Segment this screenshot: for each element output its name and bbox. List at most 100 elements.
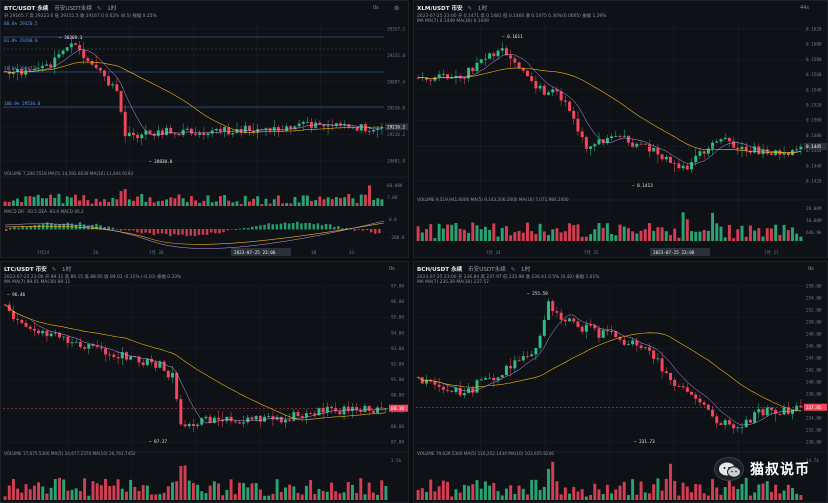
candle-body — [622, 135, 626, 137]
btc-symbol[interactable]: BTC/USDT 永续 — [4, 6, 49, 12]
volume-bar — [437, 486, 441, 500]
macd-histogram-bar — [13, 226, 16, 230]
volume-bar — [698, 231, 702, 241]
btc-interval[interactable]: 1时 — [107, 6, 117, 12]
macd-histogram-bar — [189, 229, 192, 236]
volume-bar — [757, 484, 761, 500]
macd-histogram-bar — [115, 228, 119, 230]
candle-body — [194, 133, 198, 135]
volume-bar — [601, 227, 605, 241]
volume-bar — [347, 194, 351, 206]
candle-body — [795, 405, 799, 410]
volume-bar — [429, 479, 433, 500]
candle-body — [98, 68, 102, 71]
volume-bar — [127, 199, 131, 206]
candle-body — [127, 132, 131, 137]
volume-bar — [338, 493, 342, 500]
volume-bar — [534, 234, 538, 241]
btc-chart-canvas[interactable]: 29357.1 29232.0 29897.4 29536.0 29216.2 28681… — [1, 1, 409, 258]
macd-histogram-bar — [197, 229, 201, 235]
candle-body — [521, 68, 525, 71]
volume-bar — [765, 228, 769, 241]
candle-body — [300, 416, 304, 418]
candle-body — [326, 125, 330, 127]
candle-body — [214, 128, 218, 131]
volume-bar — [372, 199, 376, 206]
btc-settings-icon[interactable]: ⚙ — [394, 5, 400, 12]
macd-histogram-bar — [177, 229, 180, 236]
candle-body — [227, 126, 231, 135]
candle-body — [74, 43, 77, 46]
volume-bar — [483, 481, 487, 500]
volume-axis-label: 7.8K — [387, 195, 398, 201]
volume-bar — [187, 480, 191, 500]
macd-histogram-bar — [123, 229, 127, 230]
price-axis-label: 29216.2 — [387, 132, 406, 138]
price-axis-label: 87.00 — [391, 440, 404, 446]
volume-bar — [380, 199, 384, 206]
macd-histogram-bar — [263, 224, 266, 230]
xlm-chart-canvas[interactable]: 0.1620 0.1600 0.1580 0.1560 0.1540 0.1520 0.15… — [414, 1, 828, 258]
candle-body — [20, 319, 24, 323]
macd-histogram-bar — [238, 228, 242, 230]
candle-body — [309, 413, 313, 414]
candle-body — [664, 371, 668, 374]
bch-symbol[interactable]: BCH/USDT 永续 — [417, 267, 463, 273]
candle-body — [94, 64, 98, 69]
volume-bar — [162, 492, 166, 500]
volume-bar — [744, 477, 748, 500]
volume-bar — [509, 235, 513, 241]
volume-bar — [769, 228, 773, 241]
candle-body — [45, 64, 48, 66]
candle-body — [681, 386, 685, 388]
volume-bar — [584, 236, 588, 241]
volume-bar — [635, 494, 639, 500]
volume-bar — [40, 198, 44, 206]
volume-bar — [635, 233, 639, 241]
candle-body — [20, 69, 24, 75]
candle-body — [719, 423, 723, 426]
volume-bar — [551, 229, 555, 241]
ltc-interval[interactable]: 1时 — [62, 267, 72, 273]
bch-chart-panel[interactable]: 258.00 254.00 252.00 250.00 248.00 246.00 244.… — [413, 261, 828, 503]
volume-bar — [66, 490, 70, 500]
volume-bar — [425, 492, 428, 500]
volume-bar — [521, 488, 525, 500]
edit-icon[interactable]: ✎ — [51, 267, 57, 273]
ltc-symbol[interactable]: LTC/USDT 币安 — [4, 267, 47, 273]
candle-body — [380, 407, 384, 409]
volume-bar — [690, 492, 693, 500]
macd-histogram-bar — [316, 223, 320, 230]
edit-icon[interactable]: ✎ — [467, 6, 473, 12]
edit-icon[interactable]: ✎ — [96, 6, 102, 12]
candle-body — [351, 127, 355, 129]
volume-bar — [778, 493, 782, 500]
volume-bar — [652, 230, 656, 241]
bch-interval[interactable]: 1时 — [521, 267, 531, 273]
candle-body — [132, 132, 135, 135]
candle-body — [297, 123, 301, 127]
xlm-interval[interactable]: 1时 — [477, 6, 488, 12]
volume-bar — [111, 198, 115, 206]
candle-body — [99, 347, 103, 349]
candle-body — [368, 131, 371, 133]
xlm-chart-panel[interactable]: 0.1620 0.1600 0.1580 0.1560 0.1540 0.1520 0.15… — [413, 0, 828, 258]
volume-bar — [488, 229, 492, 241]
volume-bar — [597, 489, 601, 500]
ltc-chart-canvas[interactable]: 97.00 96.00 95.00 94.00 93.00 92.00 91.00 90.00… — [1, 262, 409, 503]
edit-icon[interactable]: ✎ — [510, 267, 516, 273]
volume-bar — [694, 484, 698, 500]
volume-bar — [458, 492, 462, 500]
btc-chart-panel[interactable]: 29357.1 29232.0 29897.4 29536.0 29216.2 28681… — [0, 0, 409, 258]
volume-bar — [342, 492, 346, 500]
candle-body — [795, 149, 799, 151]
bch-chart-canvas[interactable]: 258.00 254.00 252.00 250.00 248.00 246.00 244.… — [414, 262, 828, 503]
ltc-chart-panel[interactable]: 97.00 96.00 95.00 94.00 93.00 92.00 91.00 90.00… — [0, 261, 409, 503]
candle-body — [177, 134, 181, 136]
candle-body — [288, 419, 292, 421]
volume-bar — [317, 488, 321, 500]
xlm-symbol[interactable]: XLM/USDT 币安 — [417, 6, 463, 12]
volume-axis-label: 2.5k — [391, 458, 402, 464]
candle-body — [91, 344, 95, 346]
candle-body — [3, 304, 7, 306]
